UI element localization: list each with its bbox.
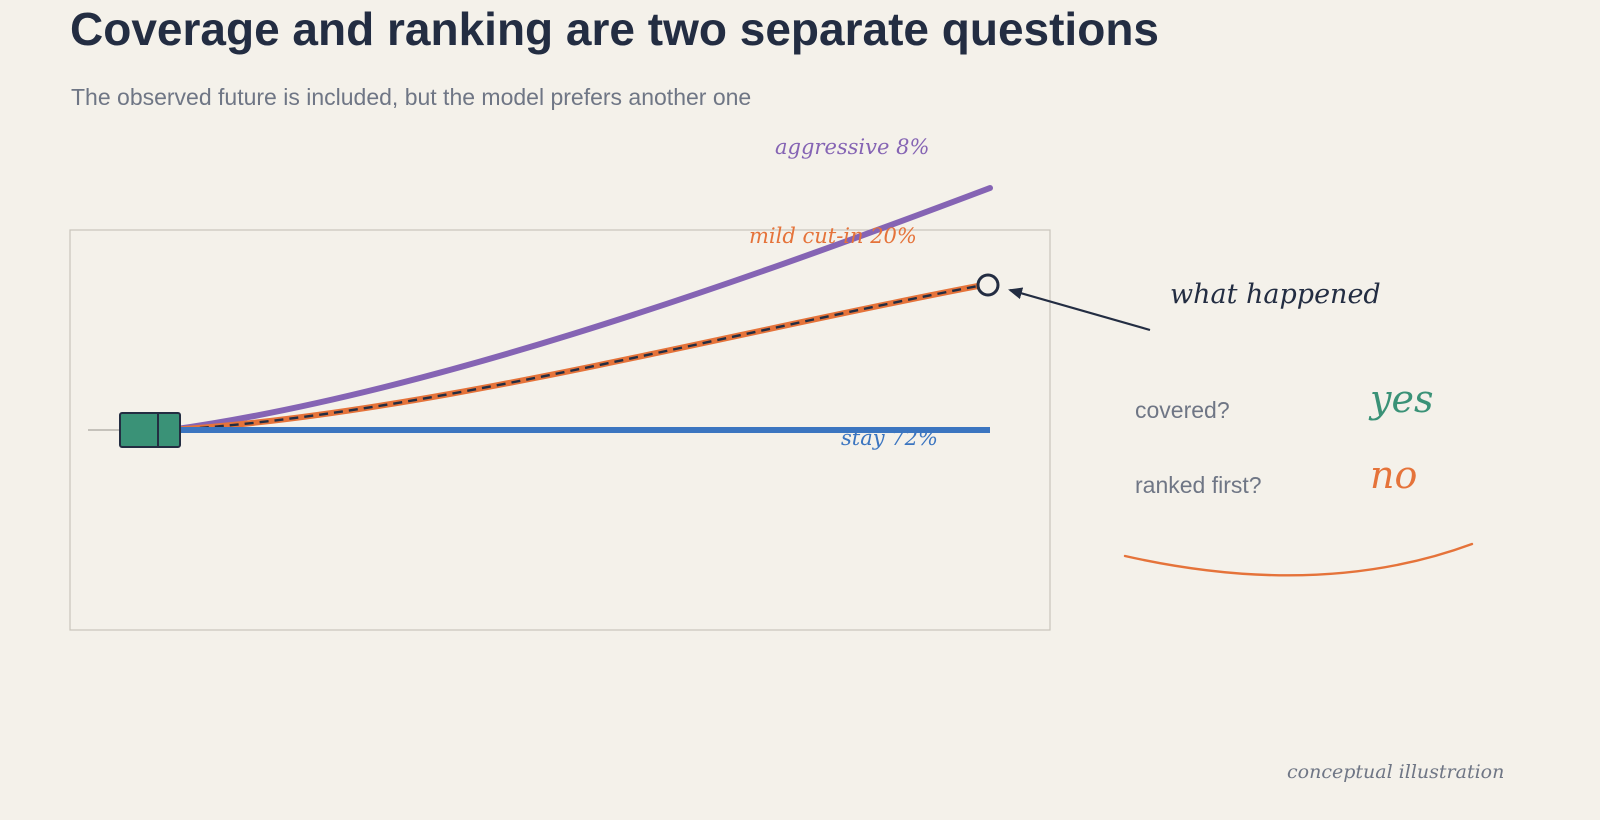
vehicle-body — [119, 412, 181, 448]
trajectory-observed — [169, 284, 979, 432]
ego-vehicle — [119, 412, 181, 448]
trajectory-aggressive — [167, 185, 993, 433]
question-ranked-first: ranked first? — [1135, 472, 1262, 498]
annotation-arrow — [1008, 287, 1151, 332]
answer-ranked-first: no — [1370, 453, 1417, 497]
answer-covered: yes — [1368, 377, 1433, 421]
page-title: Coverage and ranking are two separate qu… — [70, 3, 1159, 55]
annotation-label: what happened — [1170, 279, 1381, 310]
road-frame — [69, 229, 1051, 631]
label-stay: stay 72% — [841, 426, 938, 450]
emphasis-underline — [1123, 542, 1474, 577]
label-mild-cut-in: mild cut-in 20% — [749, 224, 917, 248]
observed-endpoint-marker — [976, 273, 1000, 297]
question-covered: covered? — [1135, 397, 1230, 423]
label-aggressive: aggressive 8% — [775, 135, 929, 159]
footer-note: conceptual illustration — [1287, 761, 1504, 783]
page-subtitle: The observed future is included, but the… — [71, 84, 752, 110]
